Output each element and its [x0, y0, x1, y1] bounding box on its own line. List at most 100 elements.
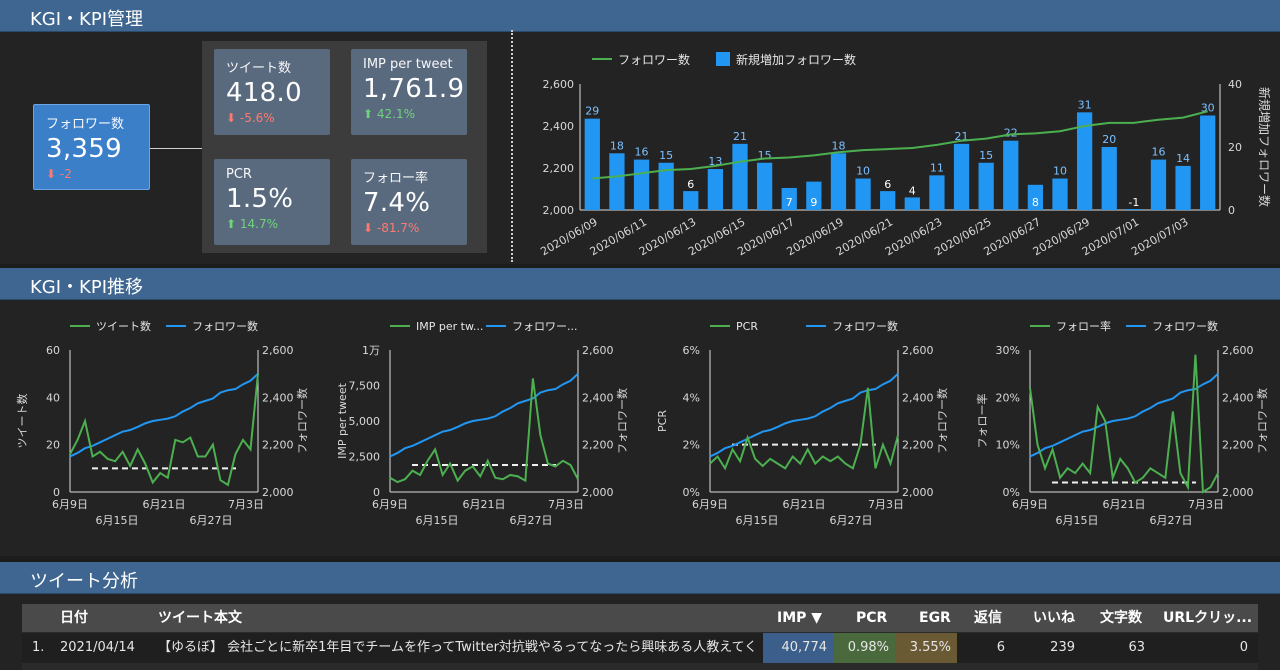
legend-label: 新規増加フォロワー数 — [736, 52, 856, 67]
y-tick-label: 0 — [373, 486, 380, 499]
y2-tick-label: 2,600 — [902, 344, 934, 357]
kpi-delta: ⬆ 42.1% — [363, 107, 455, 121]
col-header-chars[interactable]: 文字数 — [1100, 610, 1142, 626]
x-tick-label: 7月3日 — [548, 498, 584, 511]
connector-line — [150, 148, 202, 149]
trend-chart-imp-per-tweet[interactable]: IMP per tw... フォロワー... 1万 7,500 5,000 2,500 0 2… — [320, 312, 640, 542]
kpi-card-tweets[interactable]: ツイート数 418.0 ⬇ -5.6% — [214, 49, 330, 135]
col-header-url[interactable]: URLクリッ... — [1163, 610, 1253, 626]
table-row[interactable]: 1. 2021/04/14 【ゆるぼ】 会社ごとに新卒1年目でチームを作ってTw… — [22, 633, 1258, 663]
y2-tick-label: 0 — [1228, 204, 1235, 217]
kpi-delta-value: 14.7% — [239, 217, 279, 231]
kpi-cluster: ツイート数 418.0 ⬇ -5.6% IMP per tweet 1,761.… — [202, 41, 487, 253]
legend-label: PCR — [736, 320, 758, 333]
trend-chart-pcr[interactable]: PCR フォロワー数 6% 4% 2% 0% 2,600 2,400 2,200 2,000 PCR… — [640, 312, 960, 542]
bar-data-label: 10 — [1053, 165, 1067, 178]
legend-label: フォロワー数 — [192, 320, 258, 333]
trend-chart-follow-rate[interactable]: フォロー率 フォロワー数30%20%10%0%2,6002,4002,2002,0… — [960, 312, 1280, 542]
bar — [609, 153, 625, 210]
col-header-date[interactable]: 日付 — [60, 610, 88, 626]
metric-line — [389, 378, 579, 484]
section-title-trend: KGI・KPI推移 — [0, 268, 1280, 300]
y2-tick-label: 2,400 — [262, 391, 294, 404]
row-index: 1. — [32, 640, 45, 655]
kpi-card-pcr[interactable]: PCR 1.5% ⬆ 14.7% — [214, 159, 330, 245]
y2-tick-label: 2,000 — [1222, 486, 1254, 499]
x-tick-label: 7月3日 — [1188, 498, 1224, 511]
col-header-reply[interactable]: 返信 — [974, 610, 1002, 626]
y-tick-label: 30% — [996, 344, 1020, 357]
bar — [1150, 159, 1167, 210]
trend-chart-tweets[interactable]: ツイート数 フォロワー数60402002,6002,4002,2002,000ツイ… — [0, 312, 320, 542]
section-title-kgi-kpi: KGI・KPI管理 — [0, 0, 1280, 32]
kpi-value: 1.5% — [226, 184, 294, 214]
kpi-label: フォロワー数 — [46, 117, 125, 132]
y2-tick-label: 2,600 — [582, 344, 614, 357]
legend-label: IMP per tw... — [416, 320, 483, 333]
bar-data-label: 10 — [856, 165, 870, 178]
y-tick-label: 0% — [683, 486, 700, 499]
bar-data-label: 18 — [831, 139, 845, 152]
col-header-imp[interactable]: IMP ▼ — [777, 610, 823, 626]
table-header: 日付 ツイート本文 IMP ▼ PCR EGR 返信 いいね 文字数 URLクリ… — [22, 604, 1258, 632]
y-tick-label: 20% — [996, 391, 1020, 404]
y-tick-label: 0% — [1003, 486, 1020, 499]
bar — [732, 143, 748, 210]
kpi-label: フォロー率 — [363, 171, 429, 186]
bar — [1003, 140, 1019, 210]
y-tick-label: 2% — [683, 439, 700, 452]
bar — [1101, 147, 1117, 210]
cell-text: 【ゆるぼ】 会社ごとに新卒1年目でチームを作ってTwitter対抗戦やるってなっ… — [158, 640, 756, 655]
kpi-delta-value: -2 — [59, 167, 72, 181]
x-tick-label: 6月9日 — [692, 498, 728, 511]
y2-tick-label: 2,600 — [262, 344, 294, 357]
arrow-down-icon: ⬇ — [363, 221, 374, 235]
kpi-card-followers[interactable]: フォロワー数 3,359 ⬇ -2 — [33, 104, 150, 190]
bar-data-label: 4 — [909, 184, 916, 197]
bar-data-label: -1 — [1128, 196, 1139, 209]
bar-data-label: 9 — [810, 196, 817, 209]
legend-swatch-bar — [716, 52, 730, 66]
y-axis-title: IMP per tweet — [336, 382, 349, 458]
kpi-card-imp-per-tweet[interactable]: IMP per tweet 1,761.9 ⬆ 42.1% — [351, 49, 467, 135]
section-title-text: KGI・KPI推移 — [30, 277, 144, 298]
x-tick-label: 6月15日 — [1056, 514, 1099, 527]
kpi-card-follow-rate[interactable]: フォロー率 7.4% ⬇ -81.7% — [351, 159, 467, 245]
col-header-pcr[interactable]: PCR — [856, 610, 888, 626]
arrow-down-icon: ⬇ — [46, 167, 57, 181]
x-tick-label: 6月21日 — [143, 498, 186, 511]
col-header-text[interactable]: ツイート本文 — [158, 610, 242, 626]
bar — [633, 159, 650, 210]
kpi-value: 1,761.9 — [363, 74, 465, 104]
x-tick-label: 7月3日 — [868, 498, 904, 511]
y-tick-label: 4% — [683, 391, 700, 404]
bar — [707, 169, 724, 210]
x-tick-label: 6月27日 — [830, 514, 873, 527]
x-tick-label: 6月9日 — [1012, 498, 1048, 511]
bar-data-label: 6 — [687, 178, 694, 191]
y-tick-label: 0 — [53, 486, 60, 499]
bar-data-label: 21 — [733, 130, 747, 143]
x-tick-label: 6月15日 — [416, 514, 459, 527]
followers-combo-chart[interactable]: フォロワー数 新規増加フォロワー数2,6002,4002,2002,0004020… — [520, 40, 1280, 265]
followers-line — [389, 372, 579, 458]
bar-data-label: 15 — [659, 149, 673, 162]
y-axis-title: PCR — [656, 410, 669, 432]
bar — [880, 191, 896, 210]
bar-data-label: 6 — [884, 178, 891, 191]
cell-date: 2021/04/14 — [60, 640, 135, 655]
y2-axis-title: 新規増加フォロワー数 — [1257, 87, 1272, 207]
col-header-like[interactable]: いいね — [1033, 610, 1075, 626]
bar-data-label: 15 — [979, 149, 993, 162]
followers-line — [1029, 372, 1219, 458]
section-title-text: ツイート分析 — [30, 571, 138, 592]
y-tick-label: 10% — [996, 439, 1020, 452]
y2-tick-label: 2,200 — [582, 439, 614, 452]
col-header-egr[interactable]: EGR — [919, 610, 951, 626]
y-tick-label: 5,000 — [349, 415, 381, 428]
legend-label: フォロワー数 — [1152, 320, 1218, 333]
bar — [1027, 184, 1044, 210]
arrow-up-icon: ⬆ — [363, 107, 374, 121]
bar-data-label: 18 — [610, 139, 624, 152]
kpi-label: ツイート数 — [226, 61, 292, 76]
